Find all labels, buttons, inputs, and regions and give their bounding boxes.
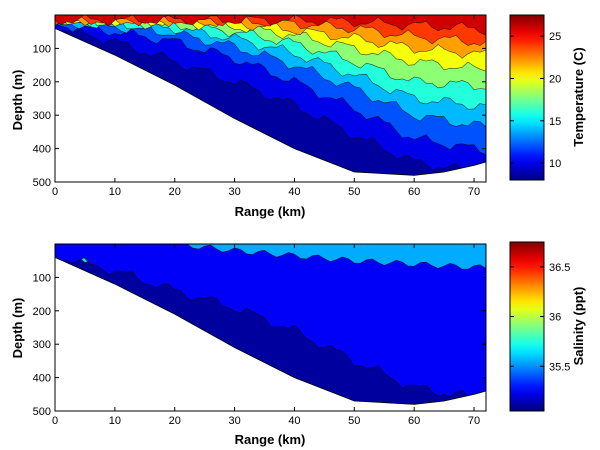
x-tick-label: 60 <box>408 415 420 427</box>
colorbar-tick-label: 15 <box>549 116 561 128</box>
colorbar-tick-label: 36.5 <box>549 262 570 274</box>
x-tick-label: 20 <box>169 186 181 198</box>
seafloor-line <box>54 27 487 176</box>
x-tick-label: 10 <box>109 186 121 198</box>
y-tick-label: 500 <box>33 406 51 418</box>
temperature-colorbar-label: Temperature (C) <box>571 47 586 146</box>
x-tick-label: 50 <box>348 415 360 427</box>
x-tick-label: 0 <box>52 415 58 427</box>
temperature-plot-area: 0 10 20 30 40 50 60 70 100 200 300 400 500 <box>33 14 487 198</box>
colorbar-scale <box>509 14 545 181</box>
temperature-x-axis-label: Range (km) <box>235 204 306 219</box>
y-tick-label: 500 <box>33 177 51 189</box>
salinity-y-axis-label: Depth (m) <box>10 298 25 359</box>
salinity-colorbar-label: Salinity (ppt) <box>571 287 586 366</box>
colorbar-scale <box>509 241 545 412</box>
y-tick-label: 300 <box>33 339 51 351</box>
contour-field <box>55 15 486 176</box>
contour-field <box>55 244 486 405</box>
axes-frame <box>54 14 487 183</box>
y-tick-label: 200 <box>33 306 51 318</box>
colorbar-tick-label: 25 <box>549 31 561 43</box>
x-tick-label: 60 <box>408 186 420 198</box>
panel-salinity: 0 10 20 30 40 50 60 70 100 200 300 400 500 Range (km… <box>10 241 586 447</box>
contour-band <box>55 244 486 404</box>
contour-band <box>55 15 486 36</box>
temperature-y-axis-label: Depth (m) <box>10 70 25 131</box>
salinity-colorbar: 35.5 36 36.5 <box>509 241 570 412</box>
panel-temperature: 0 10 20 30 40 50 60 70 100 200 300 400 500 Range (km… <box>10 14 586 219</box>
temperature-colorbar: 10 15 20 25 <box>509 14 561 181</box>
colorbar-tick-label: 35.5 <box>549 361 570 373</box>
x-tick-label: 70 <box>468 186 480 198</box>
contour-band-surface <box>55 244 486 270</box>
y-tick-label: 400 <box>33 144 51 156</box>
y-tick-label: 400 <box>33 373 51 385</box>
salinity-x-axis-label: Range (km) <box>235 432 306 447</box>
colorbar-tick-label: 20 <box>549 73 561 85</box>
y-tick-label: 200 <box>33 77 51 89</box>
x-tick-label: 40 <box>288 415 300 427</box>
y-tick-label: 100 <box>33 43 51 55</box>
x-tick-label: 40 <box>288 186 300 198</box>
y-tick-label: 300 <box>33 110 51 122</box>
colorbar-tick-label: 36 <box>549 312 561 324</box>
x-tick-label: 0 <box>52 186 58 198</box>
y-tick-label: 100 <box>33 272 51 284</box>
colorbar-tick-label: 10 <box>549 158 561 170</box>
x-tick-label: 30 <box>228 415 240 427</box>
x-tick-label: 30 <box>228 186 240 198</box>
x-tick-label: 10 <box>109 415 121 427</box>
x-tick-label: 20 <box>169 415 181 427</box>
x-tick-label: 50 <box>348 186 360 198</box>
x-tick-label: 70 <box>468 415 480 427</box>
axes-frame <box>54 243 487 412</box>
seafloor-line <box>54 256 487 405</box>
salinity-plot-area: 0 10 20 30 40 50 60 70 100 200 300 400 500 <box>33 243 487 427</box>
